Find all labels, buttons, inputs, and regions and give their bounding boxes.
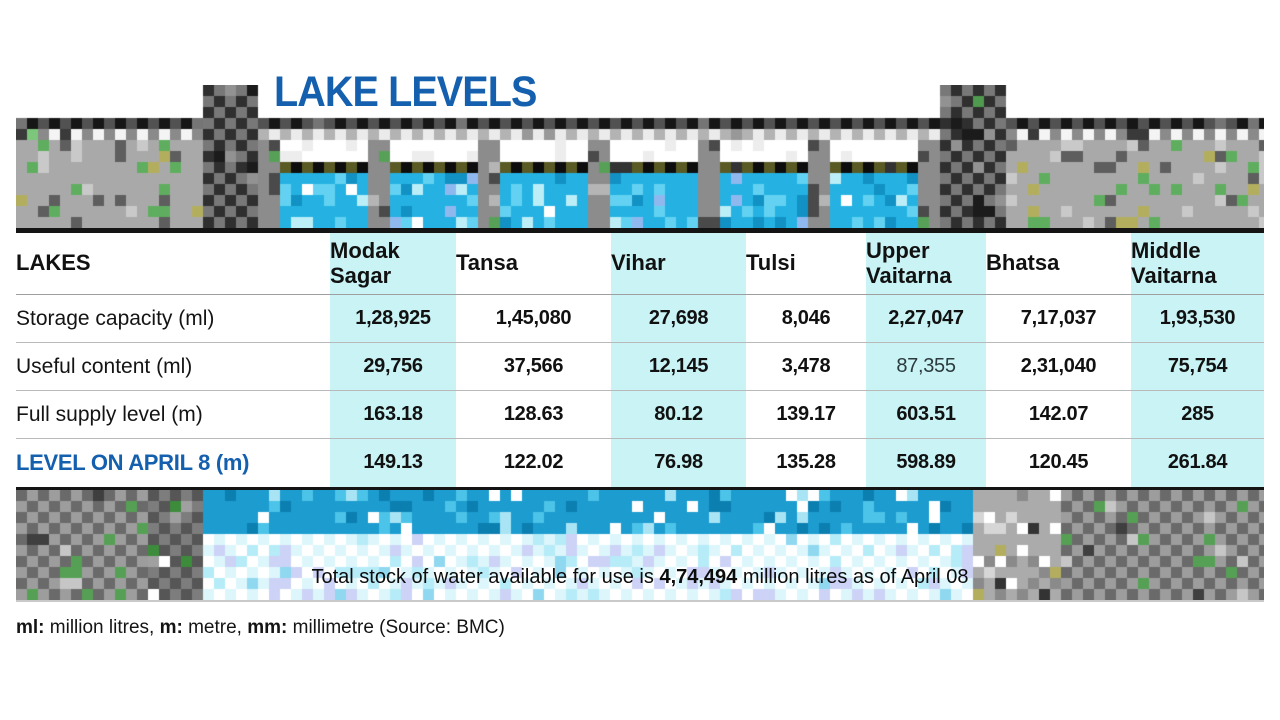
value-cell: 29,756 [330,342,456,391]
value-cell: 163.18 [330,390,456,439]
value-cell: 1,28,925 [330,294,456,343]
table-row: Full supply level (m) 163.18 128.63 80.12 13… [16,390,1264,439]
lake-levels-table: LAKES Modak Sagar Tansa Vihar Tulsi Upper Vai… [16,228,1264,487]
value-cell: 149.13 [330,438,456,487]
lakes-header-cell: LAKES [16,250,91,276]
footnote-text-ml: million litres, [44,616,160,638]
column-header: Vihar [611,230,746,295]
total-stock-value: 4,74,494 [659,565,738,588]
lake-levels-infographic: LAKE LEVELS LAKES Modak Sagar Tansa Vihar Tu… [16,0,1264,639]
footnote: ml: million litres, m: metre, mm: millim… [16,617,1264,639]
value-cell: 142.07 [1028,403,1089,425]
footnote-text-mm: millimetre (Source: BMC) [287,616,505,638]
table-header-row: LAKES Modak Sagar Tansa Vihar Tulsi Upper Vai… [16,230,1264,295]
value-cell: 2,31,040 [1020,355,1097,377]
value-cell: 285 [1131,390,1264,439]
value-cell: 87,355 [866,342,986,391]
value-cell: 7,17,037 [1020,307,1097,329]
value-cell: 261.84 [1131,438,1264,487]
table-row: LEVEL ON APRIL 8 (m) 149.13 122.02 76.98 135… [16,438,1264,487]
footnote-abbrev-m: m: [159,616,183,638]
row-label: Storage capacity (ml) [16,306,215,330]
footnote-abbrev-ml: ml: [16,616,45,638]
value-cell: 598.89 [866,438,986,487]
value-cell: 603.51 [866,390,986,439]
value-cell: 1,93,530 [1131,294,1264,343]
row-label: Useful content (ml) [16,354,193,378]
total-stock-text: Total stock of water available for use i… [311,566,968,589]
column-header: Middle Vaitarna [1131,230,1264,295]
column-header: Upper Vaitarna [866,230,986,295]
dam-pixel-art-illustration [16,85,1264,228]
value-cell: 122.02 [503,451,564,474]
value-cell: 8,046 [781,307,831,329]
value-cell: 75,754 [1131,342,1264,391]
value-cell: 120.45 [1028,451,1089,474]
value-cell: 12,145 [611,342,746,391]
column-header: Tulsi [746,250,796,276]
total-stock-prefix: Total stock of water available for use i… [311,565,660,588]
footnote-text-m: metre, [182,616,248,638]
column-header: Tansa [456,250,518,276]
value-cell: 76.98 [611,438,746,487]
value-cell: 37,566 [503,355,564,377]
total-stock-suffix: million litres as of April 08 [737,565,969,588]
row-label: LEVEL ON APRIL 8 (m) [16,449,250,475]
value-cell: 3,478 [781,355,831,377]
column-header: Bhatsa [986,250,1060,276]
value-cell: 27,698 [611,294,746,343]
row-label: Full supply level (m) [16,402,203,426]
value-cell: 1,45,080 [495,307,572,329]
value-cell: 139.17 [776,403,836,425]
column-header: Modak Sagar [330,230,456,295]
value-cell: 128.63 [503,403,564,425]
table-row: Useful content (ml) 29,756 37,566 12,145 3,4… [16,342,1264,391]
value-cell: 80.12 [611,390,746,439]
water-pixel-art [16,489,1264,600]
value-cell: 2,27,047 [866,294,986,343]
water-banner: Total stock of water available for use i… [16,486,1264,602]
footnote-abbrev-mm: mm: [247,616,288,638]
table-row: Storage capacity (ml) 1,28,925 1,45,080 27,… [16,294,1264,343]
value-cell: 135.28 [776,451,836,474]
page-title: LAKE LEVELS [274,68,537,116]
